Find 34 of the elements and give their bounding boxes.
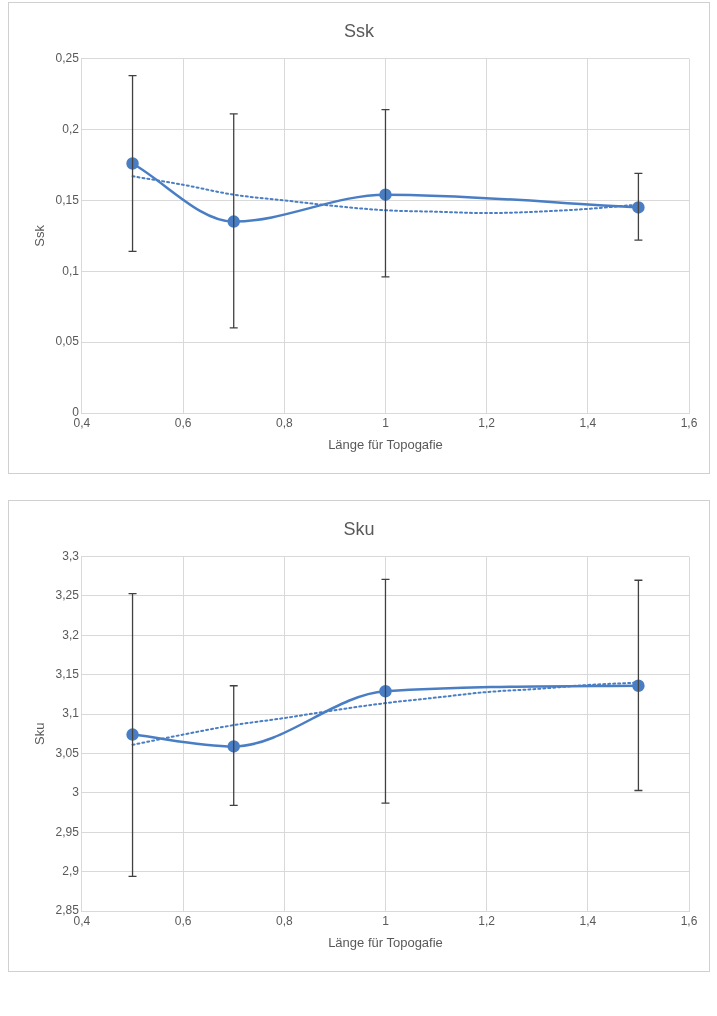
- y-tick-label: 2,9: [62, 863, 80, 878]
- x-tick-label: 1,2: [478, 415, 496, 430]
- y-tick-label: 3,25: [55, 588, 80, 603]
- x-tick-label: 1,4: [579, 913, 597, 928]
- y-tick-label: 3,1: [62, 706, 80, 721]
- y-tick-label: 0,25: [55, 50, 80, 65]
- x-axis-title: Länge für Topogafie: [328, 436, 443, 452]
- y-tick-label: 3,05: [55, 745, 80, 760]
- y-tick-label: 0,15: [55, 192, 80, 207]
- x-tick-label: 1,6: [680, 415, 698, 430]
- chart-title: Sku: [343, 518, 375, 539]
- y-tick-label: 3,2: [62, 627, 80, 642]
- y-tick-label: 3: [72, 785, 80, 800]
- y-axis-title: Ssk: [32, 224, 48, 247]
- x-tick-label: 1,6: [680, 913, 698, 928]
- y-tick-label: 0,1: [62, 263, 80, 278]
- x-tick-label: 0,4: [73, 913, 91, 928]
- y-tick-label: 0,05: [55, 334, 80, 349]
- x-tick-label: 1: [382, 415, 390, 430]
- x-tick-label: 0,4: [73, 415, 91, 430]
- x-tick-label: 0,6: [174, 415, 192, 430]
- y-tick-label: 3,15: [55, 667, 80, 682]
- x-tick-label: 0,8: [275, 913, 293, 928]
- y-tick-label: 2,95: [55, 824, 80, 839]
- y-axis-title: Sku: [32, 722, 48, 745]
- x-tick-label: 1: [382, 913, 390, 928]
- x-tick-label: 1,4: [579, 415, 597, 430]
- y-tick-label: 0,2: [62, 121, 80, 136]
- x-tick-label: 0,6: [174, 913, 192, 928]
- chart-title: Ssk: [343, 20, 375, 41]
- x-tick-label: 0,8: [275, 415, 293, 430]
- x-axis-title: Länge für Topogafie: [328, 934, 443, 950]
- x-tick-label: 1,2: [478, 913, 496, 928]
- y-tick-label: 3,3: [62, 548, 80, 563]
